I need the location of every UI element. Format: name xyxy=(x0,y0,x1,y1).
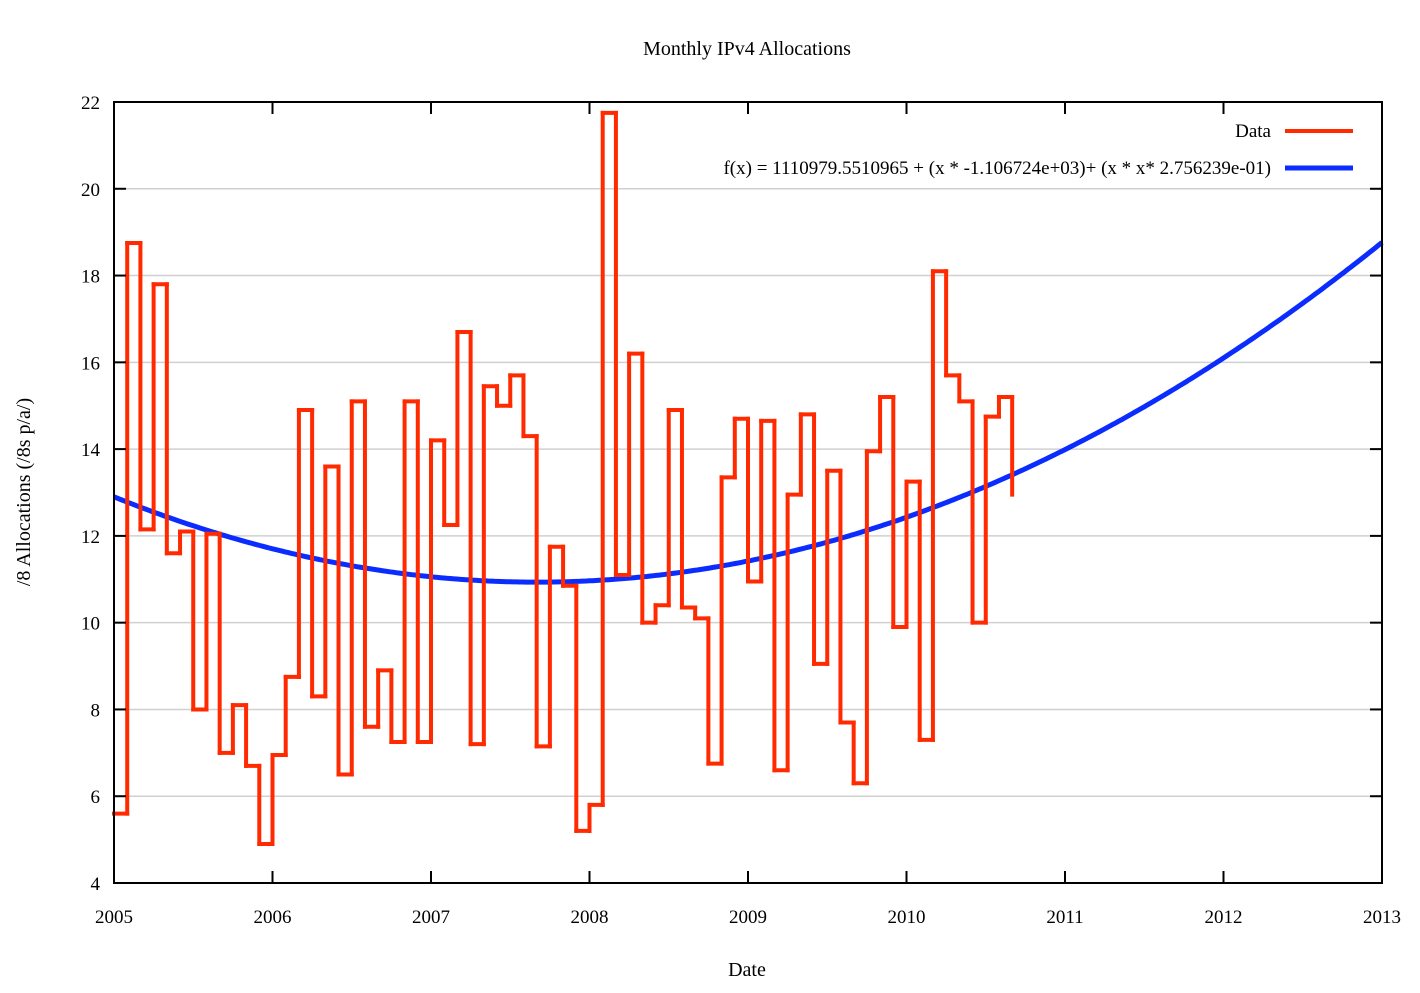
legend-label-fit: f(x) = 1110979.5510965 + (x * -1.106724e… xyxy=(723,158,1271,179)
y-tick-label: 4 xyxy=(91,874,101,895)
x-tick-label: 2013 xyxy=(1363,907,1401,928)
x-tick-label: 2010 xyxy=(888,907,926,928)
series-layer xyxy=(112,110,1384,846)
y-tick-label: 16 xyxy=(81,353,100,374)
legend: Data f(x) = 1110979.5510965 + (x * -1.10… xyxy=(723,121,1353,179)
y-tick-label: 12 xyxy=(81,527,100,548)
x-tick-label: 2005 xyxy=(95,907,133,928)
ticks: 4 6 8 10 12 14 16 18 20 22 2005 2006 2007 2008 2009 201… xyxy=(81,93,1401,928)
legend-label-data: Data xyxy=(1235,121,1271,142)
x-tick-label: 2006 xyxy=(254,907,292,928)
x-axis-label: Date xyxy=(728,959,766,981)
x-tick-label: 2008 xyxy=(571,907,609,928)
x-tick-label: 2007 xyxy=(412,907,450,928)
chart-title: Monthly IPv4 Allocations xyxy=(643,38,851,60)
y-tick-label: 10 xyxy=(81,614,100,635)
x-tick-label: 2011 xyxy=(1046,907,1083,928)
y-tick-label: 6 xyxy=(91,787,101,808)
y-tick-label: 18 xyxy=(81,267,100,288)
x-tick-label: 2012 xyxy=(1205,907,1243,928)
y-tick-label: 14 xyxy=(81,440,101,461)
y-tick-label: 8 xyxy=(91,700,101,721)
data-steps xyxy=(112,110,1015,846)
y-tick-label: 22 xyxy=(81,93,100,114)
y-axis-label: /8 Allocations (/8s p/a/) xyxy=(13,398,35,586)
y-tick-label: 20 xyxy=(81,180,100,201)
x-tick-label: 2009 xyxy=(729,907,767,928)
